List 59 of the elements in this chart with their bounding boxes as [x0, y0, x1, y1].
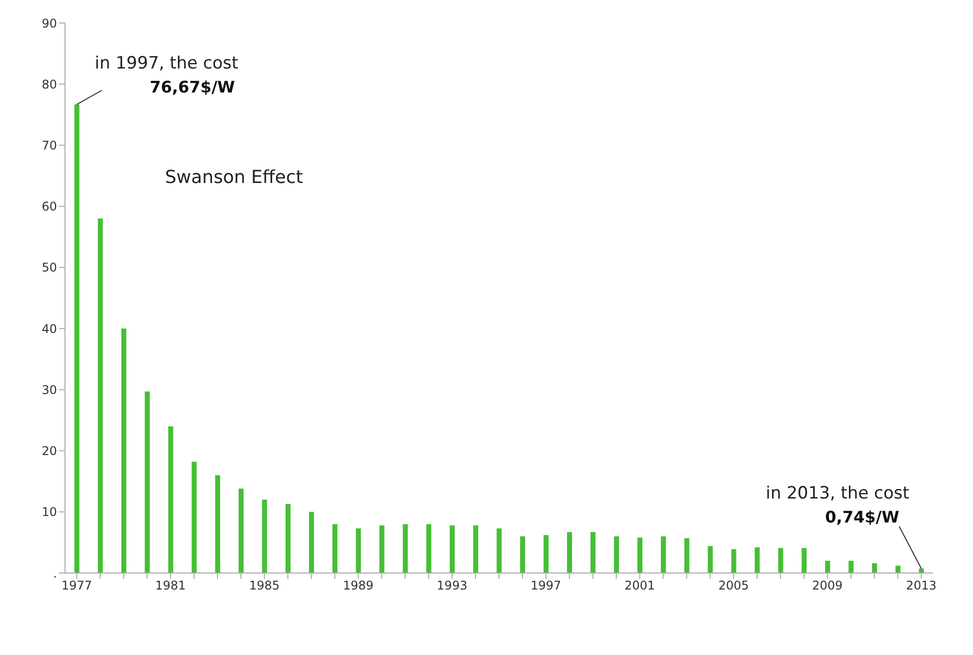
- x-tick-label: 1985: [249, 578, 280, 593]
- bar: [567, 532, 572, 573]
- x-tick-label: 1993: [436, 578, 468, 593]
- bar: [144, 392, 150, 573]
- bar: [754, 547, 760, 573]
- bar: [262, 500, 268, 573]
- annotation: Swanson Effect: [165, 167, 303, 188]
- bar: [637, 538, 642, 573]
- x-tick-label: 2013: [906, 578, 937, 593]
- bar: [778, 548, 784, 573]
- bar: [238, 488, 244, 573]
- bar: [308, 512, 314, 573]
- x-tick-label: 1981: [155, 578, 186, 593]
- bar: [98, 218, 103, 573]
- bar: [614, 536, 619, 573]
- x-tick-label: 1977: [61, 578, 92, 593]
- bar: [520, 536, 526, 573]
- bar: [731, 549, 736, 573]
- bar: [544, 535, 549, 573]
- bar: [426, 524, 432, 573]
- y-tick-label: 70: [42, 138, 57, 152]
- bar: [708, 546, 713, 573]
- x-tick-label: 2005: [718, 578, 749, 593]
- bar: [450, 525, 455, 573]
- bar: [895, 566, 900, 573]
- bar: [590, 532, 596, 573]
- y-tick-label: 90: [42, 16, 57, 30]
- bar: [402, 524, 408, 573]
- bar: [379, 525, 384, 573]
- bar: [660, 536, 666, 573]
- y-tick-label: .: [53, 566, 57, 580]
- y-tick-label: 10: [42, 505, 57, 520]
- bar: [215, 475, 220, 573]
- bar: [192, 462, 197, 573]
- y-tick-label: 30: [42, 382, 57, 397]
- y-tick-label: 40: [42, 322, 57, 336]
- bar: [168, 426, 174, 573]
- bar: [684, 538, 690, 573]
- bar: [356, 528, 361, 573]
- bar: [848, 560, 854, 573]
- x-tick-label: 1997: [530, 578, 562, 593]
- bar: [74, 104, 80, 573]
- bar: [473, 525, 478, 573]
- annotation: in 2013, the cost 0,74$/W: [766, 483, 910, 526]
- y-tick-label: 60: [42, 200, 57, 214]
- annotation: in 1997, the cost 76,67$/W: [94, 53, 239, 96]
- x-tick-label: 2001: [624, 578, 656, 593]
- bar: [802, 548, 807, 573]
- bar: [286, 504, 291, 573]
- bar: [872, 563, 878, 573]
- bar: [332, 524, 338, 573]
- bar: [121, 328, 126, 573]
- y-tick-label: 20: [42, 444, 57, 458]
- y-tick-label: 50: [42, 260, 57, 275]
- x-tick-label: 2009: [812, 578, 843, 593]
- bar: [825, 560, 830, 573]
- y-tick-label: 80: [42, 77, 57, 92]
- bar: [496, 528, 502, 573]
- x-tick-label: 1989: [342, 578, 374, 593]
